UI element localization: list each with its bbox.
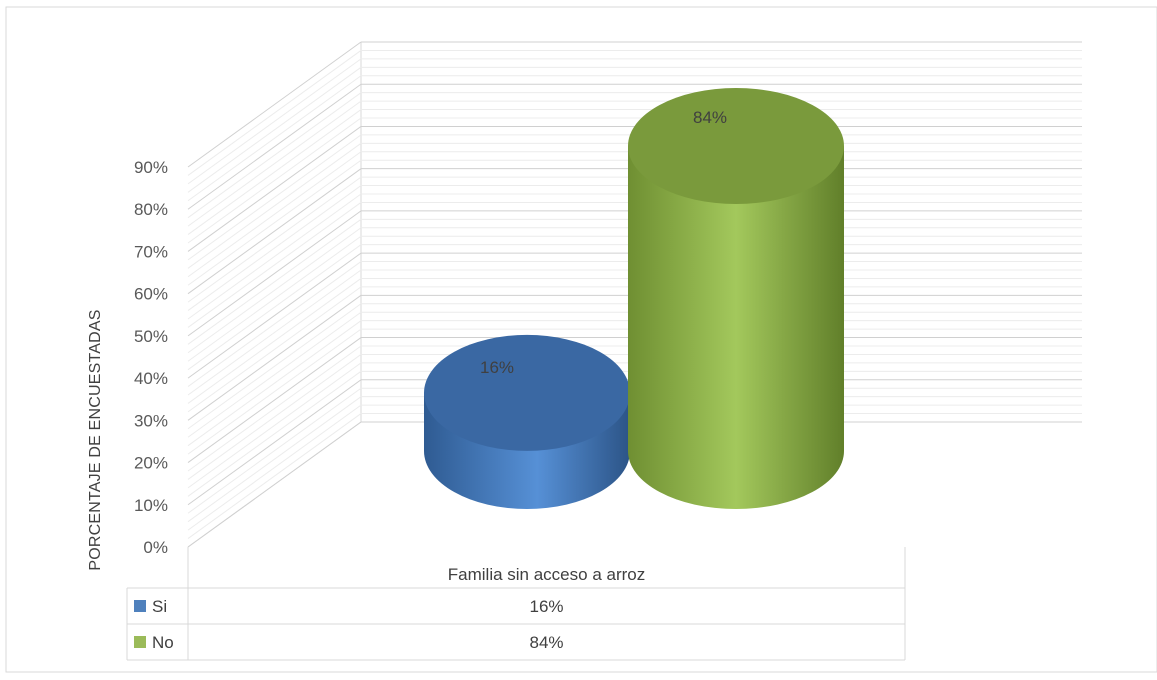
side-gridline [187,218,362,345]
y-tick-label: 40% [134,369,168,388]
side-gridline [187,244,362,371]
side-gridline [187,252,362,379]
data-label-no: 84% [693,108,727,127]
y-tick-label: 90% [134,158,168,177]
y-tick-label: 30% [134,411,168,430]
cylinder-top [424,334,630,451]
side-gridline [187,117,362,244]
legend-label-si: Si [152,597,167,616]
side-gridline [187,75,362,202]
y-tick-label: 50% [134,327,168,346]
side-gridline [187,269,362,396]
y-tick-label: 10% [134,496,168,515]
side-gridline [187,235,362,362]
side-gridline [187,421,362,548]
side-gridline [187,261,362,387]
side-gridline [187,193,362,320]
bar-no: 84% [628,87,844,509]
side-gridline [187,50,362,176]
table-value-no: 84% [529,633,563,652]
side-gridline [187,176,362,303]
cylinder-top [628,87,844,204]
y-tick-label: 80% [134,200,168,219]
side-gridline [187,311,362,438]
side-gridline [187,278,362,404]
table-value-si: 16% [529,597,563,616]
side-gridline [187,286,362,413]
side-gridline [187,134,362,261]
side-gridline [187,151,362,278]
side-gridline [187,328,362,455]
side-gridline [187,185,362,311]
x-category-label: Familia sin acceso a arroz [448,565,645,584]
side-gridline [187,354,362,480]
side-gridline [187,83,362,210]
side-gridline [187,320,362,447]
side-gridline [187,159,362,286]
side-gridline [187,345,362,472]
legend-swatch-si [134,600,146,612]
side-gridline [187,303,362,430]
side-gridline [187,370,362,497]
y-tick-label: 60% [134,285,168,304]
side-gridline [187,142,362,269]
side-gridline [187,58,362,185]
side-gridline [187,413,362,539]
side-gridline [187,396,362,523]
side-gridline [187,109,362,235]
y-tick-label: 20% [134,454,168,473]
bars: 16% 84% [424,87,844,509]
y-tick-label: 0% [143,538,168,557]
side-gridline [187,126,362,252]
side-gridline [187,227,362,354]
side-gridline [187,210,362,337]
side-gridline [187,168,362,295]
data-label-si: 16% [480,358,514,377]
legend-swatch-no [134,636,146,648]
legend-label-no: No [152,633,174,652]
side-gridline [187,294,362,421]
side-gridline [187,41,362,168]
side-gridline [187,362,362,489]
side-gridline [187,100,362,227]
bar-si: 16% [424,334,630,509]
side-gridline [187,379,362,506]
y-tick-label: 70% [134,242,168,261]
data-table: Familia sin acceso a arroz Si 16% No 84% [126,547,906,661]
side-gridline [187,337,362,463]
side-gridline [187,404,362,531]
side-gridline [187,92,362,219]
chart-border [5,6,1157,673]
side-gridline [187,66,362,193]
y-tick-labels: 0% 10% 20% 30% 40% 50% 60% 70% 80% 90% [134,158,168,557]
cylinder-body [628,145,844,509]
y-axis-label: PORCENTAJE DE ENCUESTADAS [87,309,104,570]
side-gridline [187,202,362,328]
side-gridline [187,387,362,514]
